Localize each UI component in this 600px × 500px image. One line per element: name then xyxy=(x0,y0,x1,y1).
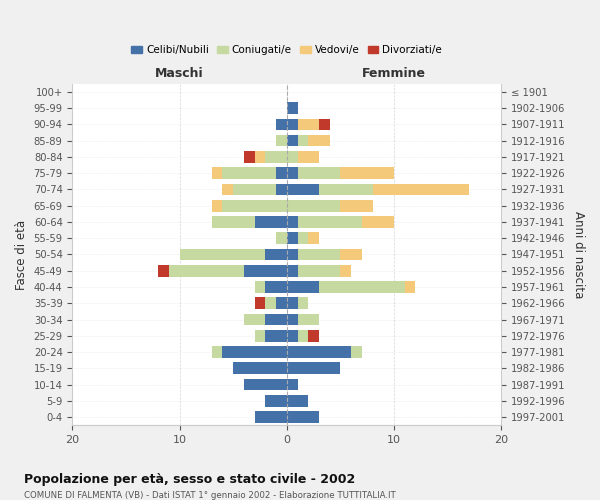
Bar xyxy=(276,168,287,179)
Bar xyxy=(287,346,351,358)
Bar xyxy=(212,346,223,358)
Bar xyxy=(340,248,362,260)
Bar xyxy=(287,200,340,211)
Bar xyxy=(212,216,254,228)
Bar xyxy=(276,184,287,196)
Bar xyxy=(287,362,340,374)
Bar xyxy=(212,200,223,211)
Bar xyxy=(287,184,319,196)
Bar xyxy=(287,281,319,293)
Bar xyxy=(265,248,287,260)
Bar xyxy=(254,151,265,162)
Bar xyxy=(169,265,244,276)
Bar xyxy=(244,314,265,326)
Bar xyxy=(362,216,394,228)
Bar xyxy=(276,135,287,146)
Bar xyxy=(265,314,287,326)
Bar xyxy=(158,265,169,276)
Bar xyxy=(405,281,415,293)
Bar xyxy=(265,151,287,162)
Bar xyxy=(308,232,319,244)
Bar xyxy=(265,330,287,342)
Bar xyxy=(351,346,362,358)
Bar xyxy=(265,298,276,309)
Y-axis label: Fasce di età: Fasce di età xyxy=(15,220,28,290)
Bar xyxy=(340,168,394,179)
Bar xyxy=(298,298,308,309)
Bar xyxy=(212,168,223,179)
Bar xyxy=(298,248,340,260)
Y-axis label: Anni di nascita: Anni di nascita xyxy=(572,211,585,298)
Bar xyxy=(244,265,287,276)
Bar xyxy=(287,135,298,146)
Bar xyxy=(308,330,319,342)
Bar xyxy=(298,216,362,228)
Bar xyxy=(319,118,329,130)
Text: Femmine: Femmine xyxy=(362,68,426,80)
Bar xyxy=(287,314,298,326)
Bar xyxy=(340,200,373,211)
Bar xyxy=(298,118,319,130)
Bar xyxy=(319,184,373,196)
Bar xyxy=(287,379,298,390)
Legend: Celibi/Nubili, Coniugati/e, Vedovi/e, Divorziati/e: Celibi/Nubili, Coniugati/e, Vedovi/e, Di… xyxy=(127,41,446,60)
Bar xyxy=(340,265,351,276)
Bar xyxy=(233,184,276,196)
Bar xyxy=(298,151,319,162)
Bar xyxy=(298,314,319,326)
Bar xyxy=(287,248,298,260)
Text: COMUNE DI FALMENTA (VB) - Dati ISTAT 1° gennaio 2002 - Elaborazione TUTTITALIA.I: COMUNE DI FALMENTA (VB) - Dati ISTAT 1° … xyxy=(24,491,396,500)
Bar xyxy=(254,216,287,228)
Bar xyxy=(287,330,298,342)
Bar xyxy=(287,412,319,423)
Bar xyxy=(287,168,298,179)
Bar xyxy=(287,102,298,114)
Bar xyxy=(298,232,308,244)
Bar xyxy=(298,265,340,276)
Bar xyxy=(254,298,265,309)
Bar xyxy=(223,184,233,196)
Bar xyxy=(287,395,308,406)
Bar xyxy=(276,118,287,130)
Bar xyxy=(287,298,298,309)
Bar xyxy=(373,184,469,196)
Bar xyxy=(298,330,308,342)
Bar xyxy=(276,232,287,244)
Bar xyxy=(244,151,254,162)
Bar xyxy=(287,151,298,162)
Bar xyxy=(265,281,287,293)
Text: Popolazione per età, sesso e stato civile - 2002: Popolazione per età, sesso e stato civil… xyxy=(24,472,355,486)
Bar xyxy=(254,330,265,342)
Bar xyxy=(254,281,265,293)
Bar xyxy=(319,281,405,293)
Bar xyxy=(244,379,287,390)
Bar xyxy=(179,248,265,260)
Bar xyxy=(265,395,287,406)
Bar xyxy=(287,118,298,130)
Bar xyxy=(287,216,298,228)
Bar xyxy=(223,200,287,211)
Bar xyxy=(223,346,287,358)
Bar xyxy=(233,362,287,374)
Bar xyxy=(298,135,308,146)
Bar xyxy=(298,168,340,179)
Bar xyxy=(223,168,276,179)
Text: Maschi: Maschi xyxy=(155,68,204,80)
Bar xyxy=(308,135,329,146)
Bar xyxy=(287,232,298,244)
Bar xyxy=(287,265,298,276)
Bar xyxy=(254,412,287,423)
Bar xyxy=(276,298,287,309)
